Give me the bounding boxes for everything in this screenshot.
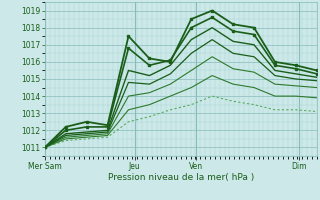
- X-axis label: Pression niveau de la mer( hPa ): Pression niveau de la mer( hPa ): [108, 173, 254, 182]
